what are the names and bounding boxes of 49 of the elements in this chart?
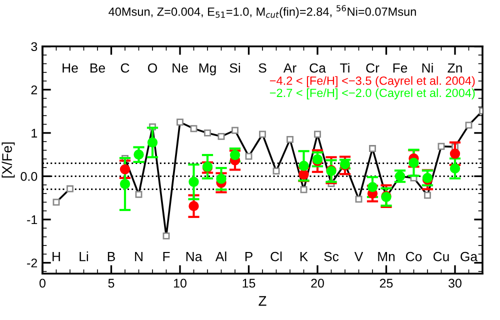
annotation: F [163,252,170,262]
annotation: K [300,252,308,262]
annotation: O [148,63,157,73]
y-tick-label: 3 [31,42,38,52]
annotation: Ar [283,63,296,73]
annotation: Cr [366,63,380,73]
x-tick-label: 20 [311,278,324,288]
annotation: Ti [340,62,350,73]
x-axis-title: Z [258,296,266,306]
annotation: Zn [448,63,462,73]
annotation: Li [80,252,88,262]
annotation: V [354,252,364,262]
x-tick-label: 5 [108,278,114,288]
annotation: S [258,63,266,73]
x-tick-label: 25 [380,278,393,288]
annotation: Cl [270,252,282,262]
annotation: Cu [433,252,449,262]
x-tick-label: 0 [40,278,46,288]
annotation: Co [406,252,422,262]
y-tick-label: 2 [31,85,38,94]
annotation: P [245,252,252,262]
x-tick-label: 30 [448,278,462,288]
annotation: B [108,252,115,262]
annotation: Si [230,62,240,73]
y-axis-title: [X/Fe] [2,142,15,178]
annotation: Mg [199,63,216,76]
y-tick-label: -1 [27,215,38,224]
chart-title: 40Msun, Z=0.004, E$_{51}$=1.0, M$_{cut}$(fin)=2.84, $^{56}$Ni=0.07Msun [108,5,416,18]
annotation: Be [90,63,105,73]
text: −2.7 < [Fe/H] <−2.0 (Cayrel et al. 2004) [270,88,475,100]
x-tick-label: 10 [174,278,186,288]
annotation: Mn [378,252,395,262]
annotation: Al [215,252,226,262]
annotation: Na [186,252,202,262]
y-tick-label: -2 [27,258,38,268]
annotation: Ni [422,62,433,73]
annotation: Ca [310,63,326,73]
annotation: Sc [324,252,339,262]
annotation: H [52,252,60,262]
annotation: C [120,63,130,73]
annotation: He [62,63,78,73]
annotation: Fe [393,63,408,73]
y-tick-label: 1 [32,128,38,138]
y-tick-label: 0.0 [20,172,38,181]
annotation: Ga [460,252,478,262]
text: −4.2 < [Fe/H] <−3.5 (Cayrel et al. 2004) [270,76,475,88]
x-tick-label: 15 [242,278,256,288]
annotation: N [135,252,142,262]
annotation: Ne [172,63,188,73]
